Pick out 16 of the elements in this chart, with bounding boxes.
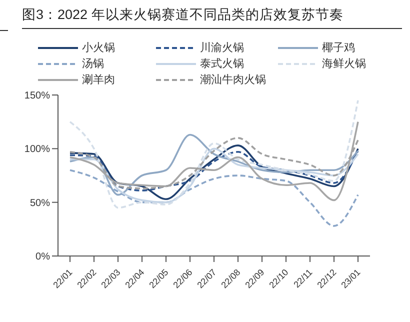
legend-label: 泰式火锅 <box>200 57 244 71</box>
line-series <box>69 120 359 202</box>
legend-label: 涮羊肉 <box>82 73 115 87</box>
chart-title: 图3：2022 年以来火锅赛道不同品类的店效复苏节奏 <box>22 6 402 29</box>
legend-label: 潮汕牛肉火锅 <box>200 73 266 87</box>
y-tick-label: 50% <box>30 198 50 209</box>
y-tick-label: 0% <box>36 252 50 263</box>
legend-label: 海鲜火锅 <box>322 57 366 71</box>
legend-label: 汤锅 <box>82 57 104 71</box>
legend-label: 川渝火锅 <box>200 41 244 55</box>
line-series <box>69 150 359 192</box>
y-tick-label: 100% <box>24 144 50 156</box>
line-series <box>69 99 359 209</box>
y-tick-label: 150% <box>24 90 50 102</box>
legend-label: 小火锅 <box>82 41 115 55</box>
legend-label: 椰子鸡 <box>322 41 355 55</box>
